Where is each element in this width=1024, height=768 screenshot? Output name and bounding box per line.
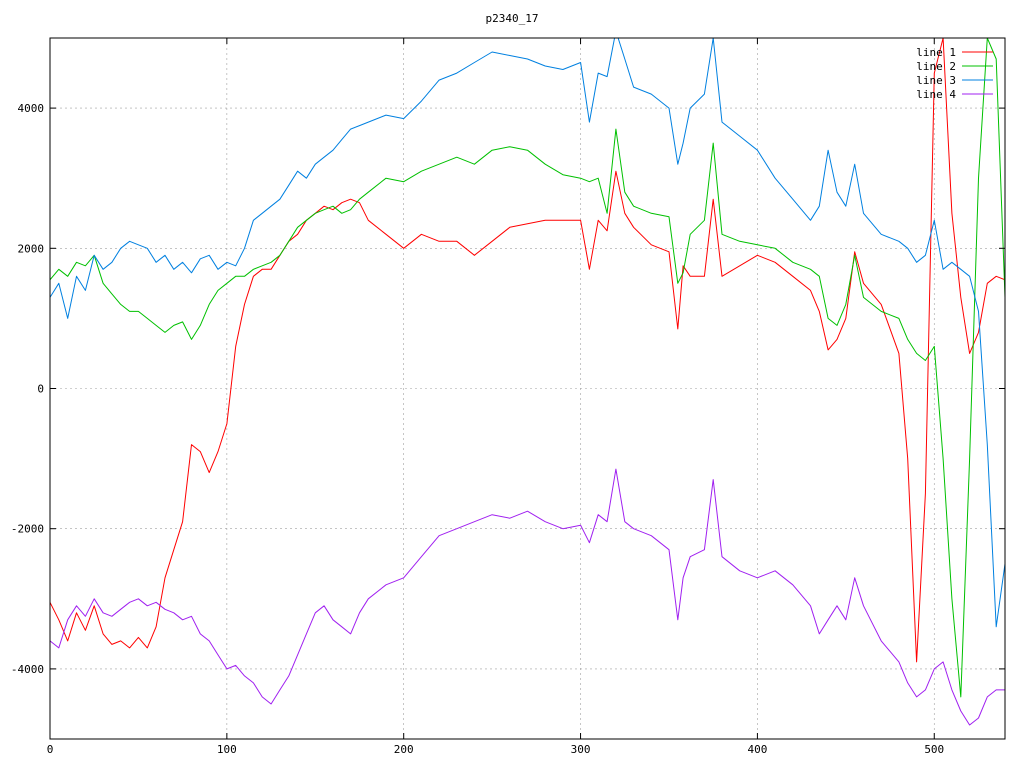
x-tick-label: 300 xyxy=(571,743,591,756)
y-tick-label: -4000 xyxy=(11,663,44,676)
series-line-1 xyxy=(50,38,1005,663)
legend-label-3: line 3 xyxy=(916,74,956,87)
legend-label-1: line 1 xyxy=(916,46,956,59)
axis-ticks: 0 100 200 300 400 500 -4000 -2000 0 2000 4000 xyxy=(11,38,1005,756)
x-tick-label: 100 xyxy=(217,743,237,756)
series-layer xyxy=(50,38,1005,726)
x-tick-label: 500 xyxy=(924,743,944,756)
x-tick-label: 200 xyxy=(394,743,414,756)
legend-label-4: line 4 xyxy=(916,88,956,101)
y-tick-label: 4000 xyxy=(18,102,45,115)
y-tick-label: -2000 xyxy=(11,523,44,536)
series-line-2 xyxy=(50,38,1005,698)
y-tick-label: 2000 xyxy=(18,242,45,255)
legend-label-2: line 2 xyxy=(916,60,956,73)
chart-title: p2340_17 xyxy=(486,12,539,25)
grid xyxy=(50,38,1005,739)
series-line-4 xyxy=(50,468,1005,726)
x-tick-label: 0 xyxy=(47,743,54,756)
x-tick-label: 400 xyxy=(747,743,767,756)
series-line-3 xyxy=(50,38,1005,628)
y-tick-label: 0 xyxy=(37,383,44,396)
